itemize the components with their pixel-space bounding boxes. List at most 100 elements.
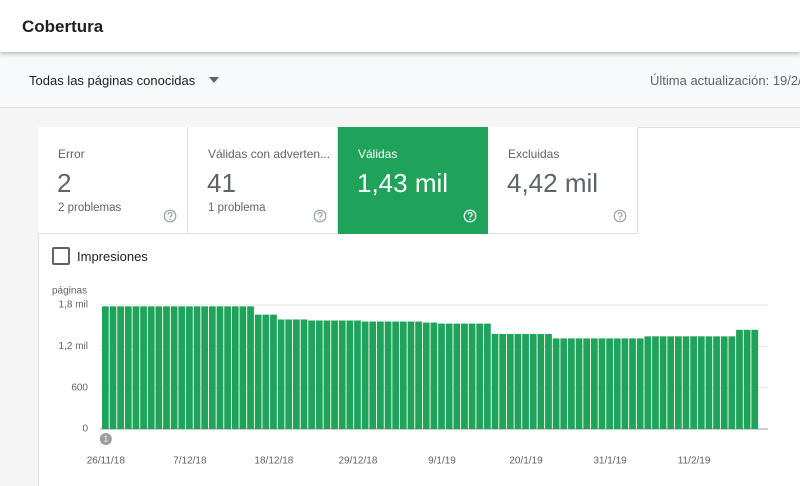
y-tick-label: 1,2 mil xyxy=(59,341,88,352)
tab[interactable]: Válidas con adverten... 41 1 problema xyxy=(188,127,338,234)
tab-detail: 1 problema xyxy=(208,202,266,214)
bar xyxy=(109,306,117,429)
bar xyxy=(270,314,277,429)
bar xyxy=(147,306,155,429)
annotation-label: 1 xyxy=(104,435,109,444)
bar xyxy=(201,306,209,429)
bar xyxy=(293,319,300,429)
filter-dropdown[interactable]: Todas las páginas conocidas xyxy=(29,73,196,88)
bar xyxy=(659,336,667,429)
x-tick-label: 26/11/18 xyxy=(87,456,126,467)
bar xyxy=(529,333,537,429)
bar xyxy=(369,321,377,429)
bar xyxy=(537,333,545,429)
bar xyxy=(186,306,193,429)
bar xyxy=(743,329,751,429)
bar xyxy=(552,338,560,429)
bar xyxy=(231,306,239,429)
bar xyxy=(697,336,705,429)
bar xyxy=(453,323,461,429)
x-tick-label: 7/12/18 xyxy=(173,456,207,467)
bar xyxy=(361,321,369,429)
help-icon[interactable] xyxy=(613,209,627,223)
help-icon[interactable] xyxy=(163,209,177,223)
bar xyxy=(590,338,598,429)
tab-label: Error xyxy=(58,147,85,161)
page-title: Cobertura xyxy=(22,17,104,36)
tab-value: 1,43 mil xyxy=(357,168,449,198)
bar xyxy=(675,336,682,429)
x-tick-label: 11/2/19 xyxy=(678,456,711,467)
x-tick-label: 29/12/18 xyxy=(338,456,377,467)
bar xyxy=(308,320,316,429)
bar xyxy=(285,319,293,429)
bar xyxy=(636,338,644,429)
bar xyxy=(720,336,728,429)
bar xyxy=(728,336,736,429)
bar xyxy=(491,333,499,429)
bar xyxy=(331,320,338,429)
bar xyxy=(208,306,216,429)
tab-value: 41 xyxy=(207,168,236,198)
bar xyxy=(461,323,468,429)
bar xyxy=(545,333,552,429)
help-icon[interactable] xyxy=(313,209,327,223)
bar xyxy=(751,329,759,429)
tab[interactable]: Válidas 1,43 mil xyxy=(338,127,488,234)
bar xyxy=(102,306,109,429)
last-update: Última actualización: 19/2/ xyxy=(650,73,800,88)
bar xyxy=(384,321,392,429)
y-tick-label: 600 xyxy=(71,382,88,393)
tab-label: Excluidas xyxy=(508,147,560,161)
tab-value: 2 xyxy=(57,168,72,198)
header: Cobertura xyxy=(0,0,800,52)
checkbox[interactable] xyxy=(52,247,70,265)
bar xyxy=(476,323,484,429)
help-icon[interactable] xyxy=(463,209,477,223)
toolbar: Todas las páginas conocidas Última actua… xyxy=(0,52,800,108)
bar xyxy=(667,336,675,429)
tab-value: 4,42 mil xyxy=(507,168,599,198)
y-axis-label: páginas xyxy=(52,286,87,297)
bar xyxy=(323,320,331,429)
y-tick-label: 0 xyxy=(82,424,88,435)
bar xyxy=(629,338,636,429)
bar xyxy=(514,333,522,429)
bar xyxy=(155,306,163,429)
tab-detail: 2 problemas xyxy=(58,202,122,214)
bar xyxy=(277,319,285,429)
bar xyxy=(499,333,507,429)
bar xyxy=(652,336,659,429)
bar xyxy=(216,306,224,429)
bar xyxy=(422,322,430,429)
bar xyxy=(415,321,422,429)
bar xyxy=(736,329,743,429)
annotation-marker xyxy=(99,433,112,445)
bar xyxy=(254,314,262,429)
x-tick-label: 31/1/19 xyxy=(593,456,627,467)
dropdown-arrow[interactable] xyxy=(208,76,220,84)
bar xyxy=(606,338,613,429)
bar xyxy=(613,338,621,429)
bar xyxy=(117,306,125,429)
bar xyxy=(132,306,140,429)
checkbox-label[interactable]: Impresiones xyxy=(77,249,148,264)
bar xyxy=(224,306,231,429)
tab[interactable]: Excluidas 4,42 mil xyxy=(488,127,638,234)
bar xyxy=(682,336,690,429)
bar xyxy=(315,320,323,429)
bar xyxy=(247,306,254,429)
bar xyxy=(178,306,186,429)
bar xyxy=(377,321,384,429)
tab[interactable]: Error 2 2 problemas xyxy=(38,127,188,234)
bar xyxy=(598,338,606,429)
bar xyxy=(262,314,270,429)
bar xyxy=(506,333,514,429)
bar xyxy=(239,306,247,429)
bar xyxy=(713,336,720,429)
bar xyxy=(399,321,407,429)
bar xyxy=(705,336,713,429)
bar xyxy=(690,336,698,429)
bar xyxy=(583,338,591,429)
